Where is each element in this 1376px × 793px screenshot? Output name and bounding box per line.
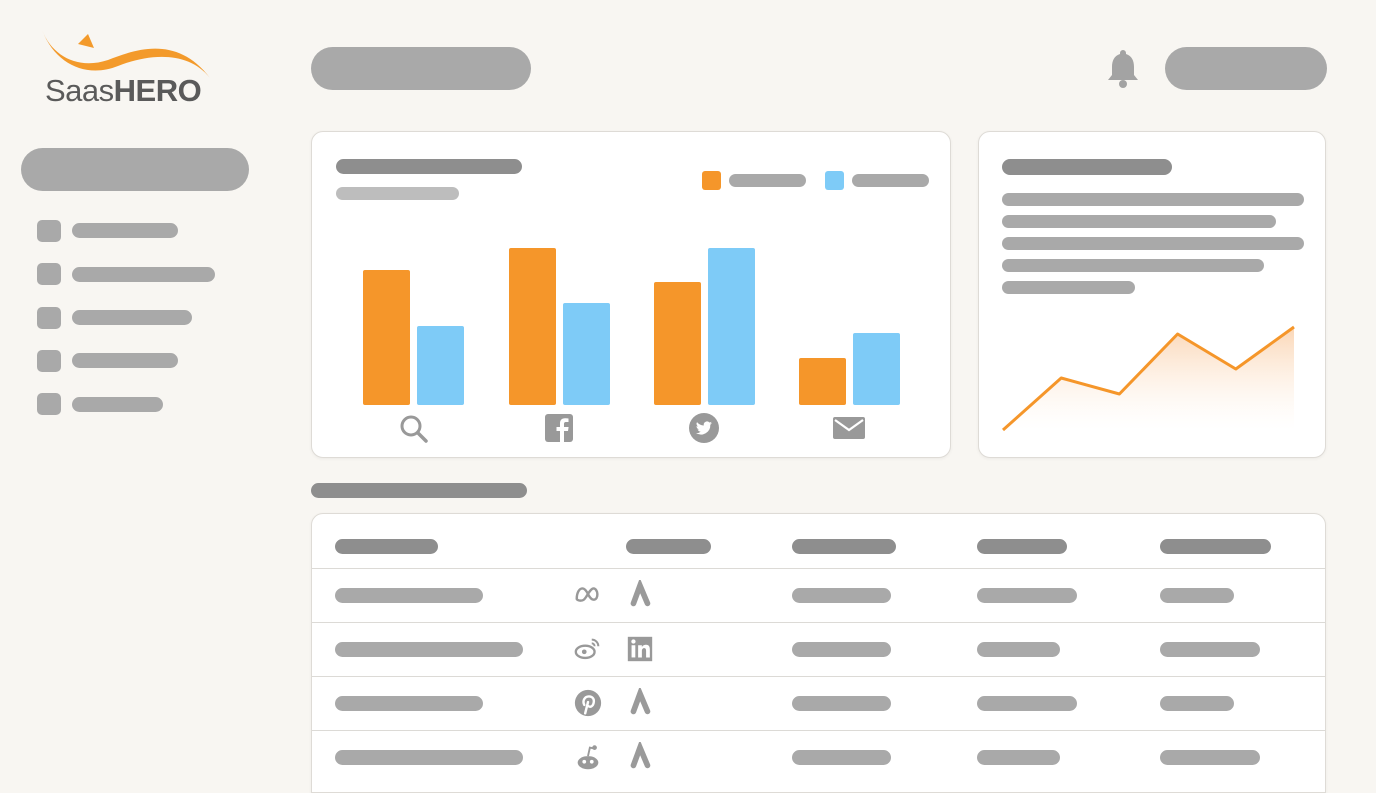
bar-facebook-series-2 — [563, 303, 610, 405]
sidebar-primary-button[interactable] — [21, 148, 249, 191]
search-icon — [400, 415, 428, 443]
sidebar-item-icon — [37, 263, 61, 285]
table-cell — [335, 750, 523, 765]
meta-icon — [575, 587, 599, 602]
logo-swoosh — [42, 30, 210, 78]
card-title — [336, 159, 522, 174]
table-cell — [792, 642, 891, 657]
legend-swatch-orange — [702, 171, 721, 190]
google-ads-icon — [630, 742, 651, 769]
column-header[interactable] — [1160, 539, 1271, 554]
sidebar-item-icon — [37, 220, 61, 242]
bar-chart-card — [311, 131, 951, 458]
logo-text: SaasHERO — [45, 73, 202, 108]
mail-icon — [833, 417, 865, 439]
sidebar-item-icon — [37, 307, 61, 329]
legend-label — [852, 174, 929, 187]
divider — [312, 622, 1325, 623]
sidebar-item-label — [72, 310, 192, 325]
user-menu[interactable] — [1165, 47, 1327, 90]
section-title — [311, 483, 527, 498]
logo[interactable] — [38, 26, 223, 111]
trend-line — [1002, 325, 1295, 432]
card-title — [1002, 159, 1172, 175]
legend-label — [729, 174, 806, 187]
table-cell — [792, 588, 891, 603]
table-cell — [977, 588, 1077, 603]
table-cell — [1160, 696, 1234, 711]
text-line — [1002, 215, 1276, 228]
table-cell — [335, 588, 483, 603]
table-cell — [335, 696, 483, 711]
table-cell — [977, 750, 1060, 765]
table-cell — [1160, 642, 1260, 657]
trend-card — [978, 131, 1326, 458]
bar-search-series-2 — [417, 326, 464, 405]
column-header[interactable] — [977, 539, 1067, 554]
divider — [312, 568, 1325, 569]
bar-search-series-1 — [363, 270, 410, 405]
linkedin-icon — [627, 636, 653, 662]
bar-email-series-1 — [799, 358, 846, 405]
sidebar-item-label — [72, 223, 178, 238]
area-fill — [1003, 327, 1294, 430]
table-cell — [1160, 750, 1260, 765]
bar-twitter-series-1 — [654, 282, 701, 405]
column-header[interactable] — [626, 539, 711, 554]
text-line — [1002, 237, 1304, 250]
bar-chart — [363, 248, 900, 405]
data-table — [311, 513, 1326, 793]
weibo-icon — [574, 638, 600, 660]
divider — [312, 730, 1325, 731]
table-cell — [792, 696, 891, 711]
pinterest-icon — [574, 689, 602, 717]
sidebar-item-label — [72, 353, 178, 368]
sidebar-item-label — [72, 397, 163, 412]
table-cell — [1160, 588, 1234, 603]
text-line — [1002, 259, 1264, 272]
text-line — [1002, 281, 1135, 294]
column-header[interactable] — [335, 539, 438, 554]
column-header[interactable] — [792, 539, 896, 554]
table-cell — [792, 750, 891, 765]
sidebar-item-icon — [37, 350, 61, 372]
bar-email-series-2 — [853, 333, 900, 405]
google-ads-icon — [630, 580, 651, 607]
table-cell — [977, 696, 1077, 711]
google-ads-icon — [630, 688, 651, 715]
card-subtitle — [336, 187, 459, 200]
line-chart — [1002, 325, 1295, 432]
table-cell — [977, 642, 1060, 657]
legend-swatch-blue — [825, 171, 844, 190]
reddit-icon — [577, 745, 599, 770]
text-line — [1002, 193, 1304, 206]
bar-facebook-series-1 — [509, 248, 556, 405]
twitter-icon — [689, 413, 719, 443]
divider — [312, 676, 1325, 677]
search-bar[interactable] — [311, 47, 531, 90]
table-cell — [335, 642, 523, 657]
bar-twitter-series-2 — [708, 248, 755, 405]
bell-icon[interactable] — [1105, 47, 1141, 89]
sidebar-item-label — [72, 267, 215, 282]
sidebar-item-icon — [37, 393, 61, 415]
facebook-icon — [545, 414, 573, 442]
